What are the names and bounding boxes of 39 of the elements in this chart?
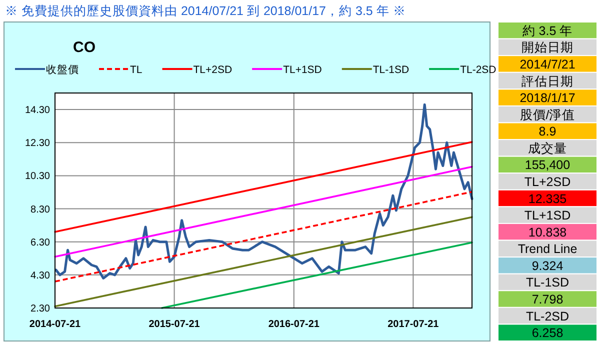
line-series — [54, 103, 474, 280]
y-tick-label: 8.30 — [30, 204, 50, 216]
legend-label: 收盤價 — [46, 64, 79, 76]
text: 10.838 — [528, 225, 567, 240]
text: 約 3.5 年 — [522, 24, 573, 38]
chart-title: CO — [73, 39, 96, 56]
text: 155,400 — [524, 158, 570, 172]
text: 2014/7/21 — [520, 57, 576, 72]
y-tick-label: 2.30 — [30, 304, 50, 314]
y-tick-label: 4.30 — [30, 270, 50, 282]
y-tick-label: 10.30 — [24, 171, 50, 182]
legend-label: TL — [130, 64, 142, 76]
legend-label: TL+1SD — [283, 64, 322, 76]
legend-label: TL+2SD — [193, 64, 232, 76]
x-tick-label: 2017-07-21 — [388, 319, 440, 330]
text: 評估日期 — [522, 74, 574, 88]
x-tick-label: 2016-07-21 — [268, 319, 320, 330]
text: 股價/淨值 — [520, 108, 576, 122]
y-tick-label: 12.30 — [24, 138, 50, 150]
x-tick-label: 2015-07-21 — [148, 319, 200, 330]
legend-label: TL-2SD — [460, 64, 497, 76]
text: 開始日期 — [522, 40, 574, 55]
y-tick-label: 6.30 — [30, 237, 50, 248]
text: 6.258 — [532, 326, 564, 340]
text: 成交量 — [528, 140, 567, 156]
x-tick-label: 2014-07-21 — [29, 319, 82, 330]
text: TL+2SD — [524, 175, 571, 189]
text: 12.335 — [528, 192, 567, 206]
text: TL-1SD — [526, 276, 570, 290]
text: ※ 免費提供的歷史股價資料由 2014/07/21 到 2018/01/17，約 3.5 年 ※ — [5, 4, 406, 18]
text: 2018/1/17 — [520, 91, 576, 106]
text: TL-2SD — [526, 309, 570, 324]
text: TL+1SD — [524, 208, 571, 223]
text: 7.798 — [532, 292, 564, 307]
y-tick-label: 14.30 — [24, 105, 50, 116]
text: 8.9 — [538, 124, 556, 139]
text: 9.324 — [532, 258, 564, 273]
text: Trend Line — [518, 242, 578, 256]
legend-label: TL-1SD — [372, 64, 410, 76]
